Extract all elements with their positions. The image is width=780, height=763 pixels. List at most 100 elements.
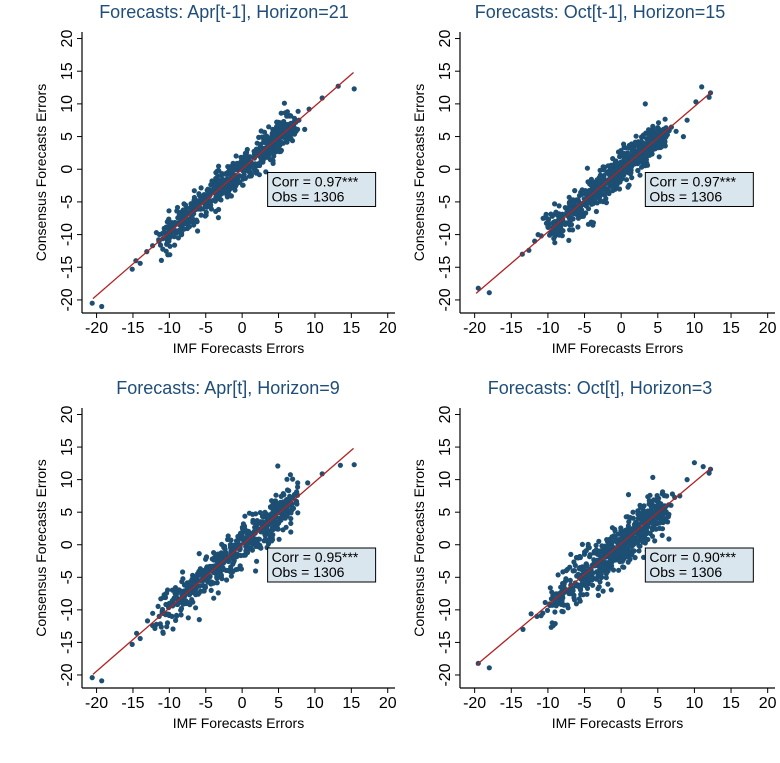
data-point	[520, 626, 526, 633]
y-tick-label: 10	[59, 95, 76, 113]
data-point	[288, 520, 294, 527]
x-tick-label: -5	[199, 320, 213, 337]
data-point	[646, 134, 652, 140]
data-point	[178, 605, 185, 612]
data-point	[638, 514, 644, 520]
data-point	[295, 484, 301, 490]
y-tick-label: 20	[59, 30, 76, 48]
data-point	[650, 131, 656, 137]
data-point	[165, 218, 171, 224]
y-tick-label: 0	[437, 540, 454, 549]
data-point	[706, 470, 712, 476]
data-point	[570, 585, 576, 591]
data-point	[562, 578, 569, 584]
data-point	[610, 188, 616, 194]
data-point	[584, 591, 590, 597]
data-point	[202, 583, 208, 589]
data-point	[550, 622, 556, 629]
data-point	[291, 115, 298, 121]
data-point	[627, 171, 634, 177]
data-point	[575, 224, 581, 230]
data-point	[655, 120, 662, 126]
scatter-panel-3: Forecasts: Apr[t], Horizon=9 -20 -15 -10 -5 0…	[33, 378, 397, 731]
data-point	[181, 226, 187, 232]
data-point	[276, 536, 282, 542]
y-tick-label: 15	[59, 62, 76, 80]
y-tick-label: 5	[437, 508, 454, 517]
data-point	[253, 511, 259, 517]
data-point	[196, 617, 202, 623]
data-point	[251, 165, 257, 171]
data-point	[150, 610, 156, 616]
data-point	[587, 554, 593, 560]
data-point	[240, 154, 246, 160]
data-point	[568, 551, 574, 558]
data-point	[228, 537, 234, 543]
data-point	[253, 568, 259, 574]
data-point	[629, 148, 635, 154]
data-point	[645, 150, 652, 156]
data-point	[337, 462, 343, 468]
data-point	[188, 219, 194, 225]
data-point	[600, 588, 606, 594]
data-point	[639, 505, 645, 511]
data-point	[288, 516, 294, 522]
data-point	[227, 186, 233, 192]
data-point	[654, 493, 660, 499]
data-point	[650, 474, 656, 480]
data-point	[287, 493, 293, 499]
data-point	[576, 596, 582, 602]
data-point	[648, 504, 654, 510]
obs-annotation: Obs = 1306	[272, 564, 345, 580]
data-point	[178, 612, 184, 618]
data-point	[475, 285, 481, 291]
data-point	[173, 617, 179, 624]
data-point	[99, 678, 105, 684]
data-point	[649, 513, 656, 519]
data-point	[635, 539, 641, 545]
x-tick-label: -15	[121, 320, 144, 337]
y-tick-label: -20	[59, 288, 76, 311]
data-point	[284, 499, 290, 505]
data-point	[203, 556, 209, 562]
data-point	[554, 225, 560, 231]
data-point	[169, 598, 175, 604]
data-point	[227, 192, 233, 198]
x-tick-label: -10	[158, 695, 181, 712]
x-tick-label: -10	[536, 695, 559, 712]
x-tick-label: -10	[536, 320, 559, 337]
data-point	[193, 217, 199, 223]
data-point	[642, 101, 648, 107]
data-point	[179, 232, 185, 238]
x-tick-label: -5	[577, 695, 591, 712]
data-point	[293, 500, 299, 506]
data-point	[656, 525, 663, 532]
data-point	[552, 609, 558, 615]
data-point	[246, 166, 252, 172]
data-point	[211, 197, 217, 203]
data-point	[288, 131, 294, 138]
data-point	[235, 533, 241, 540]
data-point	[594, 200, 600, 206]
data-point	[621, 156, 627, 162]
data-point	[196, 568, 202, 574]
data-point	[286, 488, 292, 494]
y-axis-label: Consensus Forecasts Errors	[33, 459, 49, 636]
data-point	[608, 162, 614, 168]
data-point	[129, 266, 135, 272]
data-point	[245, 549, 251, 556]
data-point	[626, 182, 632, 188]
data-point	[158, 624, 164, 630]
y-tick-label: 15	[437, 438, 454, 456]
data-point	[664, 493, 670, 499]
data-point	[619, 169, 626, 175]
y-axis-label: Consensus Forecasts Errors	[411, 84, 427, 261]
data-point	[302, 126, 308, 132]
data-point	[211, 550, 217, 556]
data-point	[228, 548, 234, 554]
data-point	[656, 154, 662, 160]
data-point	[246, 510, 252, 516]
data-point	[219, 176, 225, 182]
y-tick-label: -15	[59, 631, 76, 654]
data-point	[257, 160, 263, 166]
